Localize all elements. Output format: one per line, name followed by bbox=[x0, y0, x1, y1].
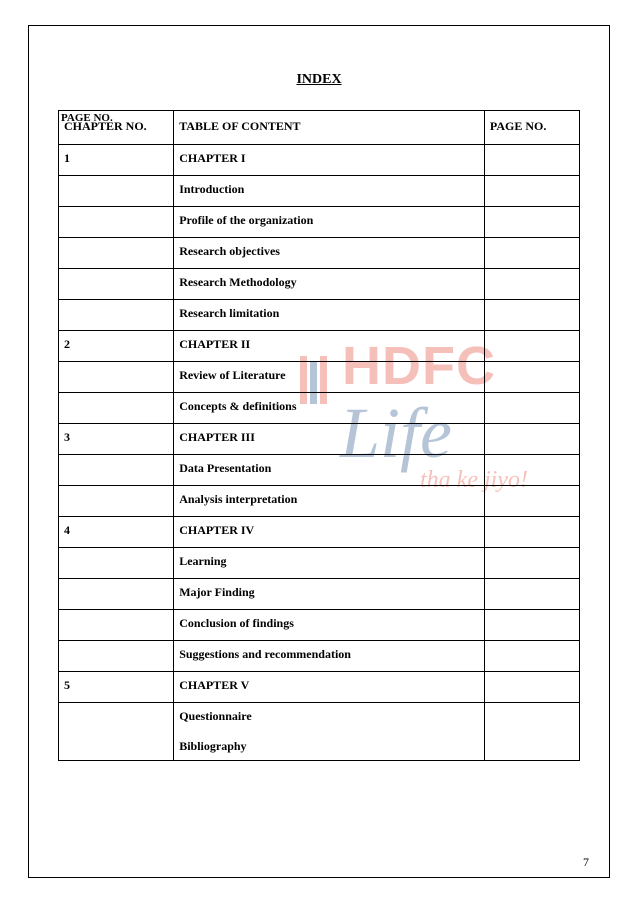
table-row: 4CHAPTER IV bbox=[59, 517, 580, 548]
table-row: Research limitation bbox=[59, 300, 580, 331]
table-row: Learning bbox=[59, 548, 580, 579]
index-title: INDEX bbox=[58, 72, 580, 88]
cell-content: Research limitation bbox=[174, 300, 485, 331]
cell-content: Conclusion of findings bbox=[174, 610, 485, 641]
cell-content: Research Methodology bbox=[174, 269, 485, 300]
table-row: Analysis interpretation bbox=[59, 486, 580, 517]
table-row: Research objectives bbox=[59, 238, 580, 269]
table-row: Questionnaire Bibliography bbox=[59, 703, 580, 761]
cell-content: Suggestions and recommendation bbox=[174, 641, 485, 672]
cell-chapter bbox=[59, 362, 174, 393]
table-row: Review of Literature bbox=[59, 362, 580, 393]
table-body: 1CHAPTER IIntroductionProfile of the org… bbox=[59, 145, 580, 761]
cell-content: Review of Literature bbox=[174, 362, 485, 393]
cell-page bbox=[484, 486, 579, 517]
table-row: 1CHAPTER I bbox=[59, 145, 580, 176]
cell-content: Analysis interpretation bbox=[174, 486, 485, 517]
cell-chapter bbox=[59, 486, 174, 517]
cell-content: CHAPTER I bbox=[174, 145, 485, 176]
cell-chapter bbox=[59, 176, 174, 207]
cell-content: Data Presentation bbox=[174, 455, 485, 486]
cell-chapter bbox=[59, 610, 174, 641]
cell-page bbox=[484, 393, 579, 424]
cell-chapter: 4 bbox=[59, 517, 174, 548]
cell-chapter bbox=[59, 207, 174, 238]
cell-content: Major Finding bbox=[174, 579, 485, 610]
cell-chapter bbox=[59, 579, 174, 610]
table-row: 3CHAPTER III bbox=[59, 424, 580, 455]
cell-page bbox=[484, 424, 579, 455]
index-table: CHAPTER NO. TABLE OF CONTENT PAGE NO. 1C… bbox=[58, 110, 580, 761]
cell-chapter bbox=[59, 703, 174, 761]
cell-chapter bbox=[59, 641, 174, 672]
table-row: Profile of the organization bbox=[59, 207, 580, 238]
table-row: Data Presentation bbox=[59, 455, 580, 486]
cell-page bbox=[484, 238, 579, 269]
cell-page bbox=[484, 548, 579, 579]
cell-page bbox=[484, 300, 579, 331]
cell-page bbox=[484, 579, 579, 610]
cell-chapter bbox=[59, 269, 174, 300]
cell-page bbox=[484, 672, 579, 703]
col-page-no: PAGE NO. bbox=[484, 111, 579, 145]
table-row: Suggestions and recommendation bbox=[59, 641, 580, 672]
cell-content: Research objectives bbox=[174, 238, 485, 269]
cell-content: Concepts & definitions bbox=[174, 393, 485, 424]
table-row: 5CHAPTER V bbox=[59, 672, 580, 703]
cell-page bbox=[484, 207, 579, 238]
col-table-of-content: TABLE OF CONTENT bbox=[174, 111, 485, 145]
table-row: Major Finding bbox=[59, 579, 580, 610]
cell-content: Learning bbox=[174, 548, 485, 579]
cell-page bbox=[484, 703, 579, 761]
cell-chapter: 2 bbox=[59, 331, 174, 362]
cell-content: CHAPTER V bbox=[174, 672, 485, 703]
cell-page bbox=[484, 610, 579, 641]
cell-content: Introduction bbox=[174, 176, 485, 207]
cell-chapter bbox=[59, 300, 174, 331]
table-row: Research Methodology bbox=[59, 269, 580, 300]
table-row: Conclusion of findings bbox=[59, 610, 580, 641]
cell-content: CHAPTER II bbox=[174, 331, 485, 362]
table-row: Introduction bbox=[59, 176, 580, 207]
cell-page bbox=[484, 517, 579, 548]
table-header-row: CHAPTER NO. TABLE OF CONTENT PAGE NO. bbox=[59, 111, 580, 145]
cell-content: CHAPTER IV bbox=[174, 517, 485, 548]
cell-content: Profile of the organization bbox=[174, 207, 485, 238]
cell-chapter bbox=[59, 393, 174, 424]
cell-page bbox=[484, 269, 579, 300]
cell-page bbox=[484, 455, 579, 486]
cell-page bbox=[484, 145, 579, 176]
cell-content: Questionnaire Bibliography bbox=[174, 703, 485, 761]
table-row: 2CHAPTER II bbox=[59, 331, 580, 362]
cell-chapter: 1 bbox=[59, 145, 174, 176]
cell-page bbox=[484, 362, 579, 393]
cell-page bbox=[484, 331, 579, 362]
overlay-label: PAGE NO. bbox=[61, 112, 113, 124]
cell-chapter bbox=[59, 455, 174, 486]
cell-page bbox=[484, 176, 579, 207]
table-row: Concepts & definitions bbox=[59, 393, 580, 424]
cell-chapter: 5 bbox=[59, 672, 174, 703]
cell-chapter: 3 bbox=[59, 424, 174, 455]
document-content: INDEX CHAPTER NO. TABLE OF CONTENT PAGE … bbox=[58, 72, 580, 761]
cell-page bbox=[484, 641, 579, 672]
cell-chapter bbox=[59, 238, 174, 269]
page-number: 7 bbox=[583, 855, 589, 870]
cell-chapter bbox=[59, 548, 174, 579]
cell-content: CHAPTER III bbox=[174, 424, 485, 455]
